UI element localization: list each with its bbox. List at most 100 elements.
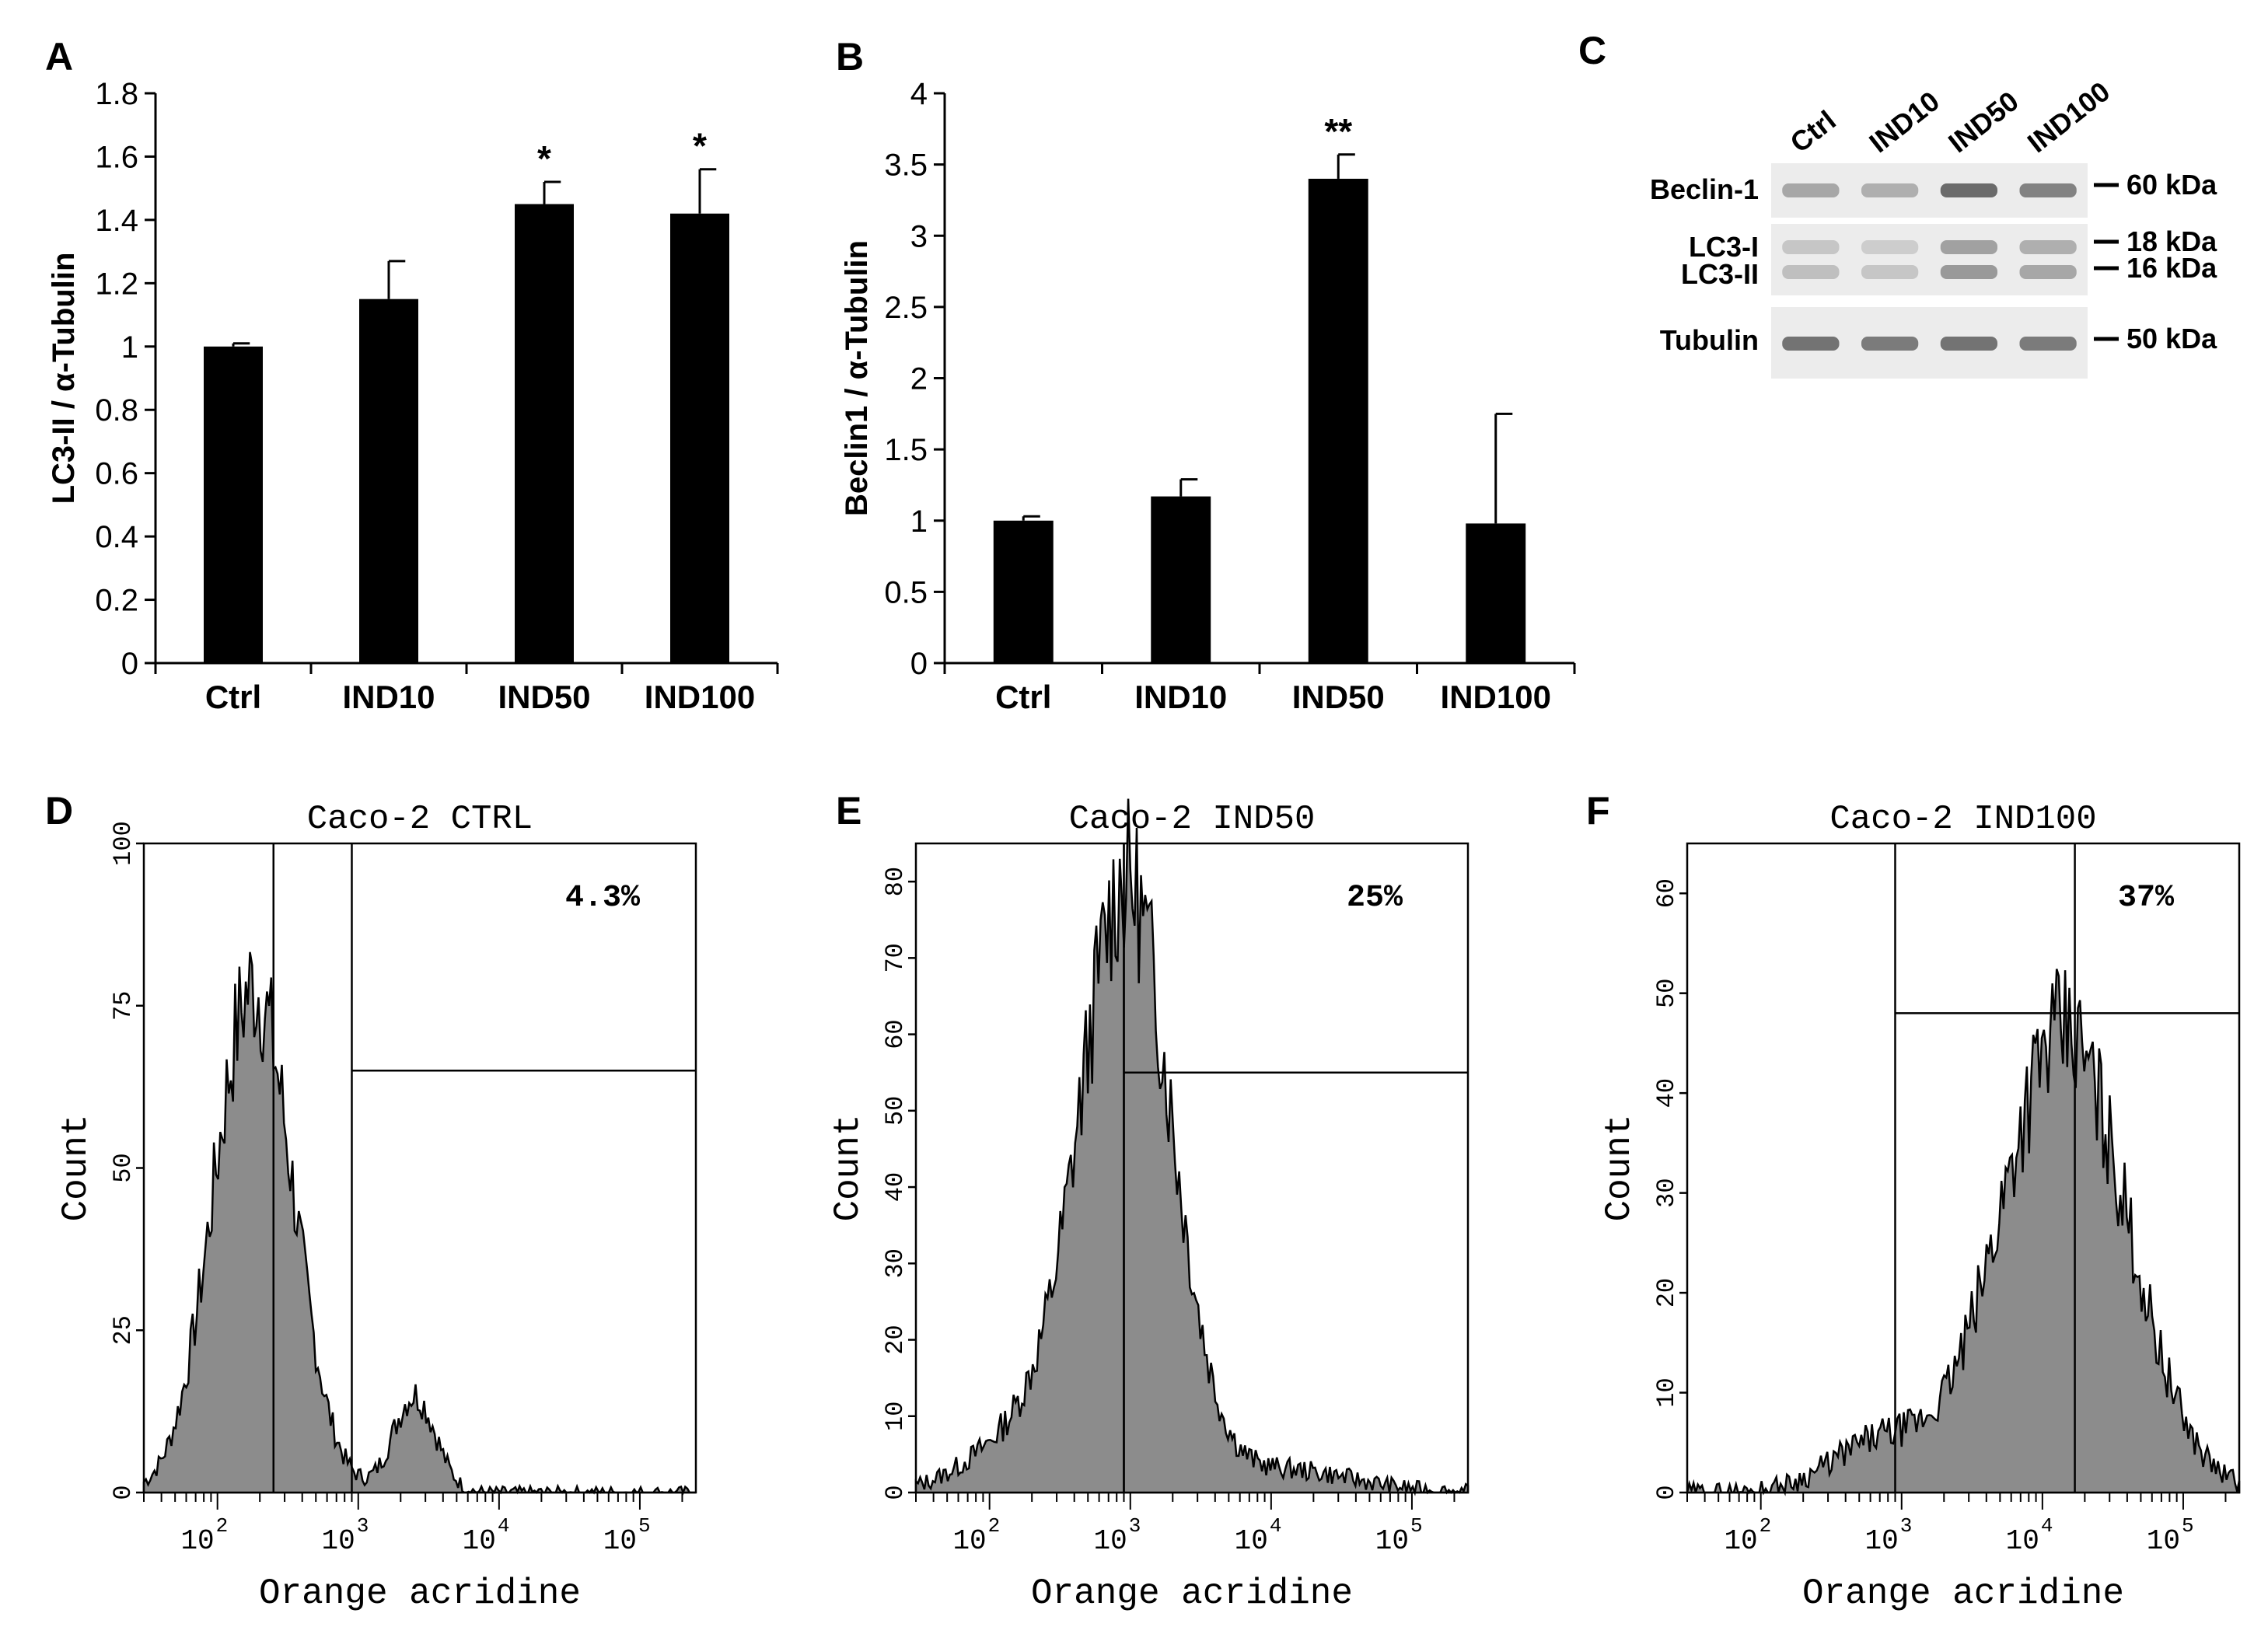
bar	[359, 299, 418, 663]
panel-letter-e: E	[836, 789, 861, 833]
x-tick-base: 10	[2006, 1525, 2039, 1557]
lane-label: IND50	[1942, 85, 2025, 159]
histogram-area	[1686, 969, 2241, 1496]
marker-label: 60 kDa	[2126, 169, 2217, 201]
y-axis-label: Beclin1 / α-Tubulin	[840, 240, 874, 516]
x-tick-exponent: 4	[498, 1514, 510, 1538]
y-tick-label: 60	[1652, 878, 1681, 908]
gate-percent: 25%	[1347, 881, 1403, 916]
gate-percent: 37%	[2118, 881, 2175, 916]
y-tick-label: 4	[910, 77, 928, 111]
x-tick-exponent: 4	[1270, 1514, 1282, 1538]
x-tick-base: 10	[1865, 1525, 1899, 1557]
x-tick-label: IND10	[1134, 679, 1227, 715]
x-tick-exponent: 5	[1410, 1514, 1423, 1538]
lane-label: IND100	[2022, 75, 2116, 159]
blot-band	[1940, 240, 1998, 254]
blot-band	[1861, 183, 1919, 197]
blot-band	[2019, 265, 2077, 279]
blot-band	[2019, 183, 2077, 197]
y-tick-label: 20	[1652, 1278, 1681, 1308]
y-tick-label: 0	[121, 647, 138, 681]
x-tick-label: Ctrl	[205, 679, 261, 715]
x-axis-label: Orange acridine	[259, 1573, 581, 1614]
y-axis-label: Count	[1599, 1114, 1640, 1221]
x-axis-label: Orange acridine	[1802, 1573, 2124, 1614]
x-tick-exponent: 3	[1129, 1514, 1141, 1538]
gate-percent: 4.3%	[565, 881, 641, 916]
blot-strip	[1771, 224, 2088, 295]
y-tick-label: 1	[910, 505, 928, 539]
y-tick-label: 1.5	[884, 433, 928, 467]
y-tick-label: 40	[881, 1172, 910, 1202]
y-tick-label: 50	[109, 1153, 138, 1182]
significance-marker: *	[537, 138, 551, 179]
panel-letter-a: A	[45, 35, 73, 79]
x-tick-base: 10	[952, 1525, 986, 1557]
bar	[1308, 178, 1368, 663]
x-tick-base: 10	[463, 1525, 496, 1557]
x-tick-exponent: 3	[1900, 1514, 1913, 1538]
y-tick-label: 1.8	[95, 77, 138, 111]
blot-band	[1861, 337, 1919, 351]
marker-label: 16 kDa	[2126, 252, 2217, 284]
x-tick-base: 10	[1724, 1525, 1757, 1557]
y-tick-label: 10	[1652, 1377, 1681, 1407]
y-tick-label: 0.4	[95, 520, 138, 554]
y-tick-label: 1	[121, 330, 138, 365]
y-tick-label: 0.8	[95, 393, 138, 428]
y-tick-label: 75	[109, 991, 138, 1021]
histogram-title: Caco-2 CTRL	[307, 800, 533, 839]
x-tick-base: 10	[603, 1525, 637, 1557]
x-tick-base: 10	[1375, 1525, 1409, 1557]
marker-label: 50 kDa	[2126, 323, 2217, 354]
x-tick-base: 10	[2147, 1525, 2180, 1557]
x-tick-base: 10	[1235, 1525, 1268, 1557]
y-axis-label: Count	[56, 1114, 96, 1221]
y-tick-label: 0.6	[95, 457, 138, 491]
x-tick-exponent: 2	[988, 1514, 1001, 1538]
y-tick-label: 30	[881, 1248, 910, 1278]
histogram-area	[914, 798, 1469, 1496]
x-tick-exponent: 4	[2041, 1514, 2053, 1538]
y-tick-label: 50	[1652, 978, 1681, 1007]
x-tick-label: IND100	[1441, 679, 1551, 715]
blot-band	[1861, 265, 1919, 279]
panel-a-bar-chart: 0 0.2 0.4 0.6 0.8 1 1.2 1.4 1.6 1.8 Ctrl IND10 * IND5…	[47, 77, 779, 715]
blot-band	[1940, 183, 1998, 197]
y-tick-label: 10	[881, 1402, 910, 1431]
y-tick-label: 25	[109, 1315, 138, 1345]
y-tick-label: 0	[1652, 1485, 1681, 1500]
row-label: Beclin-1	[1650, 173, 1759, 205]
lane-label: Ctrl	[1784, 104, 1842, 159]
y-tick-label: 50	[881, 1096, 910, 1126]
blot-band	[1782, 337, 1840, 351]
panel-letter-d: D	[45, 789, 73, 833]
y-tick-label: 20	[881, 1325, 910, 1354]
x-tick-base: 10	[322, 1525, 355, 1557]
x-tick-exponent: 2	[216, 1514, 229, 1538]
bar	[670, 213, 729, 663]
blot-band	[1940, 337, 1998, 351]
blot-band	[1782, 240, 1840, 254]
histogram-title: Caco-2 IND50	[1069, 800, 1316, 839]
x-tick-exponent: 3	[357, 1514, 369, 1538]
y-tick-label: 1.4	[95, 204, 138, 238]
y-tick-label: 80	[881, 867, 910, 896]
x-tick-base: 10	[1094, 1525, 1127, 1557]
y-tick-label: 0	[881, 1485, 910, 1500]
y-axis-label: LC3-II / α-Tubulin	[47, 253, 81, 505]
x-tick-exponent: 5	[2182, 1514, 2194, 1538]
y-tick-label: 40	[1652, 1078, 1681, 1108]
bar	[204, 346, 263, 663]
y-tick-label: 70	[881, 943, 910, 972]
blot-band	[1782, 265, 1840, 279]
x-tick-label: IND10	[342, 679, 435, 715]
x-tick-label: IND50	[1292, 679, 1385, 715]
x-tick-label: Ctrl	[995, 679, 1051, 715]
y-tick-label: 2	[910, 362, 928, 396]
row-label: LC3-I	[1689, 231, 1759, 263]
blot-band	[1940, 265, 1998, 279]
